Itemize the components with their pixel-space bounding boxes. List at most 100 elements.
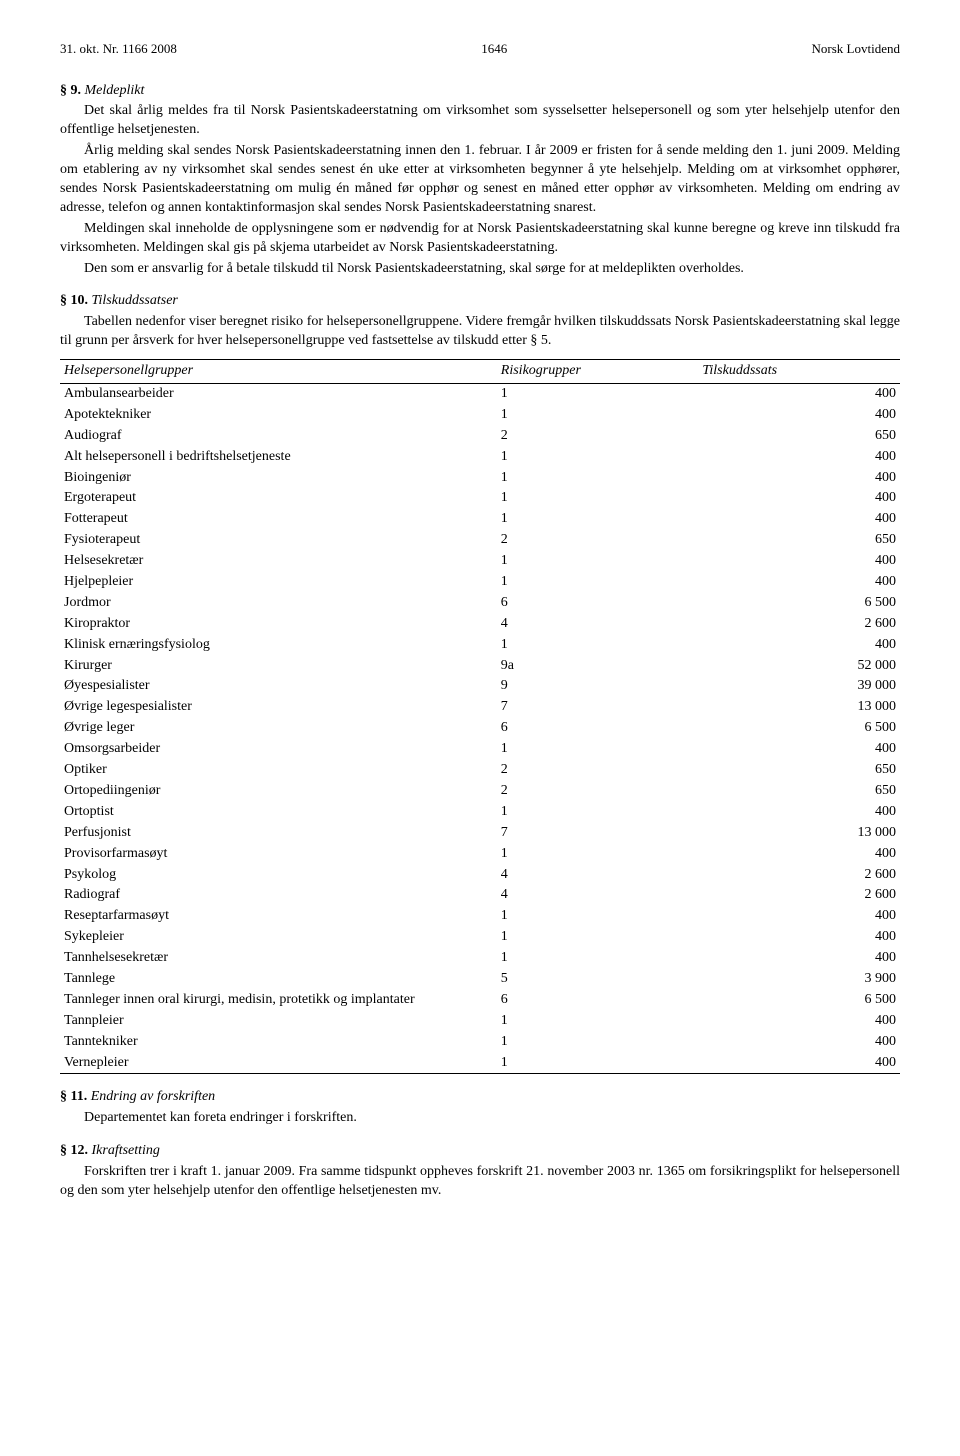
table-cell-risk: 4	[497, 614, 699, 635]
table-cell-group: Ortoptist	[60, 802, 497, 823]
table-row: Kirurger9a52 000	[60, 656, 900, 677]
table-row: Tannlege53 900	[60, 969, 900, 990]
table-cell-rate: 400	[698, 509, 900, 530]
section-11-heading: § 11. Endring av forskriften	[60, 1088, 900, 1107]
table-cell-rate: 2 600	[698, 614, 900, 635]
table-cell-group: Psykolog	[60, 865, 497, 886]
table-row: Kiropraktor42 600	[60, 614, 900, 635]
table-cell-risk: 1	[497, 572, 699, 593]
table-col-header-risk: Risikogrupper	[497, 360, 699, 384]
table-cell-risk: 5	[497, 969, 699, 990]
table-cell-group: Vernepleier	[60, 1053, 497, 1074]
table-cell-group: Perfusjonist	[60, 823, 497, 844]
table-cell-rate: 400	[698, 927, 900, 948]
table-cell-group: Alt helsepersonell i bedriftshelsetjenes…	[60, 447, 497, 468]
table-cell-risk: 9a	[497, 656, 699, 677]
table-row: Audiograf2650	[60, 426, 900, 447]
table-cell-rate: 39 000	[698, 676, 900, 697]
section-11-para: Departementet kan foreta endringer i for…	[60, 1109, 900, 1128]
table-cell-group: Fotterapeut	[60, 509, 497, 530]
table-cell-risk: 7	[497, 823, 699, 844]
table-header-row: Helsepersonellgrupper Risikogrupper Tils…	[60, 360, 900, 384]
table-cell-group: Hjelpepleier	[60, 572, 497, 593]
table-cell-risk: 1	[497, 802, 699, 823]
table-row: Øvrige legespesialister713 000	[60, 697, 900, 718]
header-left: 31. okt. Nr. 1166 2008	[60, 40, 177, 58]
table-cell-rate: 400	[698, 1011, 900, 1032]
table-cell-risk: 6	[497, 593, 699, 614]
table-row: Omsorgsarbeider1400	[60, 739, 900, 760]
table-row: Ergoterapeut1400	[60, 488, 900, 509]
table-cell-risk: 2	[497, 781, 699, 802]
table-row: Jordmor66 500	[60, 593, 900, 614]
table-cell-group: Tanntekniker	[60, 1032, 497, 1053]
table-row: Bioingeniør1400	[60, 468, 900, 489]
table-cell-risk: 1	[497, 405, 699, 426]
section-12-num: § 12.	[60, 1143, 88, 1158]
table-row: Radiograf42 600	[60, 885, 900, 906]
risk-table: Helsepersonellgrupper Risikogrupper Tils…	[60, 359, 900, 1074]
table-cell-risk: 2	[497, 530, 699, 551]
section-11-title: Endring av forskriften	[91, 1089, 215, 1104]
table-cell-rate: 400	[698, 635, 900, 656]
table-row: Øvrige leger66 500	[60, 718, 900, 739]
table-cell-rate: 400	[698, 384, 900, 405]
section-9-para: Meldingen skal inneholde de opplysningen…	[60, 220, 900, 258]
table-cell-risk: 1	[497, 948, 699, 969]
table-cell-group: Ortopediingeniør	[60, 781, 497, 802]
table-cell-group: Optiker	[60, 760, 497, 781]
section-9-para: Årlig melding skal sendes Norsk Pasients…	[60, 142, 900, 218]
table-cell-risk: 6	[497, 718, 699, 739]
table-cell-group: Radiograf	[60, 885, 497, 906]
table-cell-group: Øyespesialister	[60, 676, 497, 697]
table-row: Psykolog42 600	[60, 865, 900, 886]
section-9-title: Meldeplikt	[85, 83, 145, 98]
table-cell-risk: 1	[497, 906, 699, 927]
section-9-heading: § 9. Meldeplikt	[60, 82, 900, 101]
table-cell-group: Øvrige leger	[60, 718, 497, 739]
section-10-para: Tabellen nedenfor viser beregnet risiko …	[60, 313, 900, 351]
table-row: Vernepleier1400	[60, 1053, 900, 1074]
table-row: Hjelpepleier1400	[60, 572, 900, 593]
table-body: Ambulansearbeider1400Apotektekniker1400A…	[60, 384, 900, 1074]
table-row: Ortopediingeniør2650	[60, 781, 900, 802]
table-cell-group: Ergoterapeut	[60, 488, 497, 509]
table-cell-rate: 52 000	[698, 656, 900, 677]
table-col-header-group: Helsepersonellgrupper	[60, 360, 497, 384]
table-col-header-rate: Tilskuddssats	[698, 360, 900, 384]
table-cell-rate: 13 000	[698, 823, 900, 844]
table-cell-rate: 6 500	[698, 593, 900, 614]
table-cell-rate: 400	[698, 447, 900, 468]
table-cell-group: Tannhelsesekretær	[60, 948, 497, 969]
table-cell-risk: 4	[497, 865, 699, 886]
table-cell-risk: 1	[497, 739, 699, 760]
table-cell-rate: 650	[698, 426, 900, 447]
table-cell-group: Apotektekniker	[60, 405, 497, 426]
table-cell-risk: 4	[497, 885, 699, 906]
table-row: Tannhelsesekretær1400	[60, 948, 900, 969]
table-cell-rate: 400	[698, 551, 900, 572]
table-cell-rate: 650	[698, 530, 900, 551]
section-11-num: § 11.	[60, 1089, 87, 1104]
table-cell-rate: 400	[698, 1032, 900, 1053]
table-cell-group: Øvrige legespesialister	[60, 697, 497, 718]
table-cell-group: Ambulansearbeider	[60, 384, 497, 405]
table-cell-risk: 1	[497, 447, 699, 468]
table-cell-risk: 1	[497, 635, 699, 656]
section-10-num: § 10.	[60, 293, 88, 308]
table-cell-risk: 1	[497, 551, 699, 572]
table-cell-risk: 2	[497, 760, 699, 781]
table-row: Tannpleier1400	[60, 1011, 900, 1032]
table-cell-group: Helsesekretær	[60, 551, 497, 572]
table-cell-rate: 400	[698, 1053, 900, 1074]
table-cell-risk: 1	[497, 844, 699, 865]
table-cell-group: Provisorfarmasøyt	[60, 844, 497, 865]
table-cell-rate: 650	[698, 760, 900, 781]
table-row: Helsesekretær1400	[60, 551, 900, 572]
table-cell-rate: 400	[698, 739, 900, 760]
section-12-para: Forskriften trer i kraft 1. januar 2009.…	[60, 1163, 900, 1201]
header-right: Norsk Lovtidend	[812, 40, 900, 58]
table-cell-rate: 400	[698, 906, 900, 927]
table-cell-group: Bioingeniør	[60, 468, 497, 489]
table-row: Klinisk ernæringsfysiolog1400	[60, 635, 900, 656]
